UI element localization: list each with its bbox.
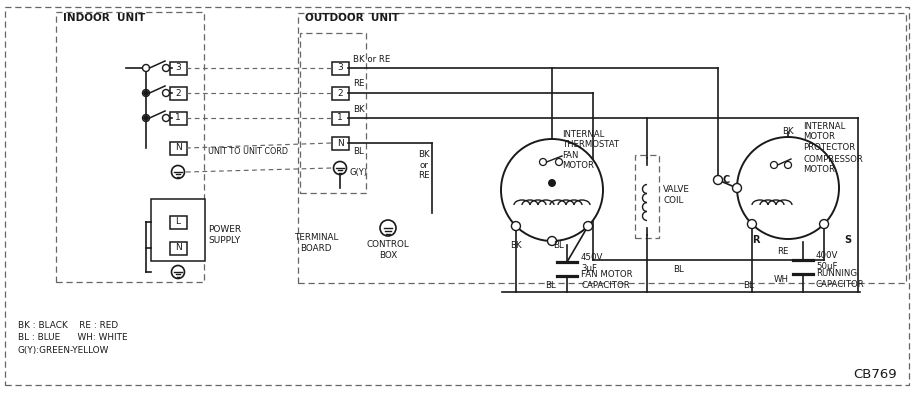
- Bar: [170, 242, 186, 255]
- Circle shape: [380, 220, 396, 236]
- Text: BK: BK: [510, 242, 522, 250]
- Circle shape: [713, 176, 723, 184]
- Text: BL: BL: [353, 147, 364, 156]
- Text: R: R: [752, 235, 760, 245]
- Text: RE: RE: [778, 248, 789, 257]
- Bar: [332, 112, 348, 125]
- Bar: [298, 13, 906, 283]
- Text: G(Y): G(Y): [350, 169, 368, 178]
- Circle shape: [737, 137, 839, 239]
- Text: BK
or
RE: BK or RE: [418, 150, 430, 180]
- Text: BK: BK: [353, 105, 365, 114]
- Text: BK: BK: [782, 127, 794, 136]
- Circle shape: [143, 90, 149, 96]
- Circle shape: [162, 114, 170, 121]
- Text: COMPRESSOR
MOTOR: COMPRESSOR MOTOR: [803, 155, 863, 174]
- Bar: [635, 155, 659, 238]
- Text: BL : BLUE      WH: WHITE: BL : BLUE WH: WHITE: [18, 334, 127, 343]
- Circle shape: [512, 222, 521, 231]
- Circle shape: [171, 266, 184, 279]
- Bar: [170, 112, 186, 125]
- Text: N: N: [174, 143, 182, 152]
- Circle shape: [162, 90, 170, 97]
- Text: BL: BL: [743, 281, 754, 290]
- Text: 1: 1: [175, 114, 181, 123]
- Circle shape: [583, 222, 592, 231]
- Text: INTERNAL
THERMOSTAT
FAN
MOTOR: INTERNAL THERMOSTAT FAN MOTOR: [562, 130, 619, 170]
- Text: 3: 3: [175, 64, 181, 72]
- Circle shape: [501, 139, 603, 241]
- Text: TERMINAL
BOARD: TERMINAL BOARD: [293, 233, 338, 253]
- Bar: [170, 86, 186, 99]
- Text: POWER
SUPPLY: POWER SUPPLY: [208, 225, 241, 245]
- Text: RUNNING
CAPACITOR: RUNNING CAPACITOR: [816, 269, 865, 289]
- Bar: [332, 61, 348, 75]
- Circle shape: [548, 179, 556, 187]
- Text: 2: 2: [175, 88, 181, 97]
- Text: N: N: [337, 138, 343, 147]
- Text: CB769: CB769: [854, 368, 897, 381]
- Text: 450V
3μF: 450V 3μF: [581, 253, 603, 273]
- Text: INTERNAL
MOTOR
PROTECTOR: INTERNAL MOTOR PROTECTOR: [803, 122, 856, 152]
- Circle shape: [820, 220, 829, 229]
- Circle shape: [142, 114, 149, 121]
- Circle shape: [171, 165, 184, 178]
- Text: S: S: [845, 235, 852, 245]
- Text: FAN MOTOR
CAPACITOR: FAN MOTOR CAPACITOR: [581, 270, 633, 290]
- Circle shape: [770, 162, 778, 169]
- Circle shape: [142, 90, 149, 97]
- Circle shape: [747, 220, 757, 229]
- Text: G(Y):GREEN-YELLOW: G(Y):GREEN-YELLOW: [18, 347, 109, 356]
- Text: BL: BL: [673, 266, 683, 274]
- Text: 2: 2: [337, 88, 343, 97]
- Text: 1: 1: [337, 114, 343, 123]
- Circle shape: [547, 237, 557, 246]
- Bar: [332, 86, 348, 99]
- Bar: [170, 141, 186, 154]
- Text: INDOOR  UNIT: INDOOR UNIT: [63, 13, 146, 23]
- Circle shape: [143, 115, 149, 121]
- Text: BL: BL: [553, 242, 563, 250]
- Text: UNIT TO UNIT CORD: UNIT TO UNIT CORD: [208, 147, 288, 156]
- Circle shape: [785, 162, 791, 169]
- Bar: [151, 199, 205, 261]
- Text: C: C: [723, 175, 730, 185]
- Circle shape: [142, 64, 149, 72]
- Text: 400V
50μF: 400V 50μF: [816, 251, 838, 271]
- Text: BL: BL: [546, 281, 557, 290]
- Text: OUTDOOR  UNIT: OUTDOOR UNIT: [305, 13, 399, 23]
- Text: L: L: [175, 217, 181, 226]
- Circle shape: [539, 158, 547, 165]
- Circle shape: [556, 158, 562, 165]
- Text: RE: RE: [353, 79, 364, 88]
- Circle shape: [334, 162, 347, 174]
- Text: VALVE
COIL: VALVE COIL: [663, 185, 690, 205]
- Text: BK or RE: BK or RE: [353, 55, 391, 64]
- Bar: [56, 12, 204, 282]
- Text: CONTROL
BOX: CONTROL BOX: [367, 240, 409, 260]
- Text: BK : BLACK    RE : RED: BK : BLACK RE : RED: [18, 321, 118, 329]
- Bar: [170, 215, 186, 228]
- Text: N: N: [174, 244, 182, 252]
- Text: 3: 3: [337, 64, 343, 72]
- Bar: [332, 136, 348, 149]
- Circle shape: [733, 184, 742, 193]
- Bar: [170, 61, 186, 75]
- Circle shape: [162, 64, 170, 72]
- Text: WH: WH: [774, 274, 789, 283]
- Bar: [300, 33, 366, 193]
